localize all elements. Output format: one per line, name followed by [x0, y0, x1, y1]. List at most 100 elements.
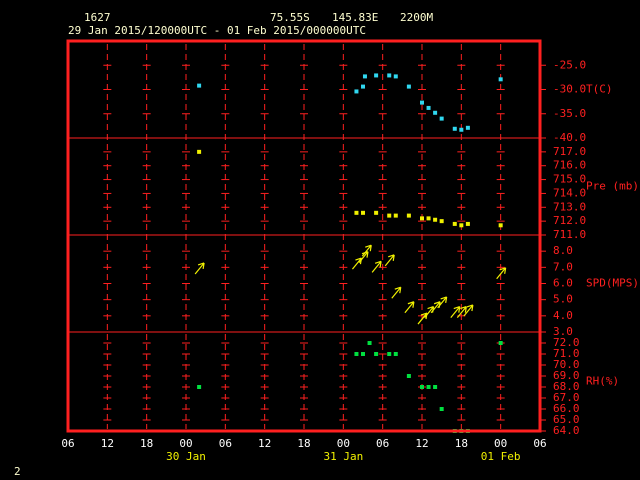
x-tick-label: 06: [219, 437, 232, 450]
data-point: [498, 341, 503, 345]
data-point: [354, 352, 359, 356]
plot-frame: [66, 39, 542, 433]
data-point: [465, 221, 470, 226]
data-point: [439, 407, 444, 411]
data-point: [374, 210, 379, 215]
wind-arrow: [351, 257, 363, 270]
y-tick-label: 3.0: [553, 325, 573, 338]
data-point: [420, 385, 424, 389]
y-tick-label: -30.0: [553, 83, 586, 96]
data-point: [452, 126, 457, 131]
data-point: [426, 385, 431, 389]
data-point: [393, 352, 398, 356]
data-point: [433, 217, 438, 222]
data-point: [354, 210, 359, 215]
latitude: 75.55S: [270, 11, 310, 24]
y-tick-label: 711.0: [553, 228, 586, 241]
data-point: [498, 223, 503, 228]
data-point: [426, 105, 431, 110]
data-point: [465, 125, 470, 130]
wind-arrow: [371, 260, 382, 273]
y-axis-label: SPD(MPS): [586, 277, 639, 290]
data-point: [420, 216, 424, 221]
x-tick-label: 12: [101, 437, 114, 450]
data-point: [387, 213, 392, 218]
y-tick-label: 71.0: [553, 347, 580, 360]
wind-arrow: [450, 306, 461, 318]
longitude: 145.83E: [332, 11, 378, 24]
y-axis-label: T(C): [586, 83, 613, 96]
data-point: [387, 352, 392, 356]
x-tick-label: 12: [258, 437, 271, 450]
data-point: [374, 73, 379, 78]
y-tick-label: 72.0: [553, 336, 580, 349]
wind-arrow: [194, 262, 205, 275]
x-tick-label: 18: [297, 437, 310, 450]
y-tick-label: -35.0: [553, 107, 586, 120]
y-tick-label: 714.0: [553, 186, 586, 199]
y-tick-label: 70.0: [553, 358, 580, 371]
y-tick-label: 64.0: [553, 424, 580, 437]
data-point: [433, 110, 438, 115]
y-tick-label: -25.0: [553, 58, 586, 71]
data-point: [367, 341, 372, 345]
x-tick-label: 06: [533, 437, 546, 450]
wind-arrow: [391, 286, 402, 299]
data-point: [498, 77, 503, 82]
data-point: [439, 219, 444, 224]
data-point: [439, 116, 444, 121]
y-tick-label: 713.0: [553, 200, 586, 213]
y-tick-label: 715.0: [553, 173, 586, 186]
data-point: [459, 127, 464, 132]
data-point: [393, 213, 398, 218]
y-tick-label: 67.0: [553, 391, 580, 404]
day-label: 31 Jan: [323, 450, 363, 463]
data-point: [452, 221, 457, 226]
wind-arrow: [358, 251, 369, 264]
x-tick-label: 18: [455, 437, 468, 450]
wind-arrow: [361, 244, 372, 257]
data-point: [387, 73, 392, 78]
data-point: [393, 74, 398, 79]
x-tick-label: 18: [140, 437, 153, 450]
day-label: 30 Jan: [166, 450, 206, 463]
x-tick-label: 06: [61, 437, 74, 450]
y-tick-label: 8.0: [553, 244, 573, 257]
period: 29 Jan 2015/120000UTC - 01 Feb 2015/0000…: [68, 24, 366, 37]
y-tick-label: 7.0: [553, 260, 573, 273]
day-label: 01 Feb: [481, 450, 521, 463]
data-point: [420, 100, 424, 105]
y-tick-label: 712.0: [553, 214, 586, 227]
elevation: 2200M: [400, 11, 433, 24]
y-tick-label: 6.0: [553, 277, 573, 290]
x-tick-label: 06: [376, 437, 389, 450]
wind-arrow: [437, 296, 448, 309]
data-point: [433, 385, 438, 389]
page-number: 2: [14, 465, 21, 478]
wind-arrow: [456, 306, 467, 318]
wind-arrow: [404, 301, 415, 314]
y-tick-label: -40.0: [553, 131, 586, 144]
data-point: [374, 352, 379, 356]
y-tick-label: 68.0: [553, 380, 580, 393]
wind-arrow: [384, 254, 395, 267]
data-point: [197, 83, 202, 88]
data-point: [361, 210, 365, 215]
data-point: [406, 374, 411, 378]
data-point: [361, 352, 365, 356]
y-tick-label: 5.0: [553, 293, 573, 306]
data-point: [197, 385, 202, 389]
wind-arrow: [417, 312, 428, 325]
station-id: 1627: [84, 11, 111, 24]
y-tick-label: 69.0: [553, 369, 580, 382]
data-point: [406, 213, 411, 218]
data-point: [406, 84, 411, 89]
y-axis-label: Pre (mb): [586, 180, 639, 193]
y-tick-label: 4.0: [553, 309, 573, 322]
x-tick-label: 00: [494, 437, 507, 450]
y-tick-label: 65.0: [553, 413, 580, 426]
data-point: [361, 84, 365, 89]
x-tick-label: 00: [337, 437, 350, 450]
y-tick-label: 717.0: [553, 145, 586, 158]
